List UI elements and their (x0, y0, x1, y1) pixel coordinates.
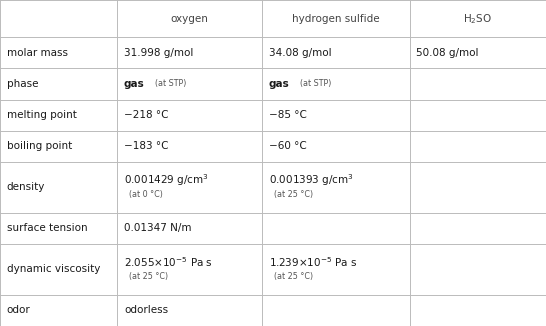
Text: 0.001393 g/cm$^3$: 0.001393 g/cm$^3$ (269, 172, 353, 188)
Text: 31.998 g/mol: 31.998 g/mol (124, 48, 193, 58)
Text: odorless: odorless (124, 305, 168, 316)
Text: surface tension: surface tension (7, 223, 87, 233)
Text: molar mass: molar mass (7, 48, 68, 58)
Text: odor: odor (7, 305, 30, 316)
Text: 34.08 g/mol: 34.08 g/mol (269, 48, 331, 58)
Text: phase: phase (7, 79, 38, 89)
Text: gas: gas (269, 79, 289, 89)
Text: (at STP): (at STP) (155, 80, 187, 88)
Text: density: density (7, 182, 45, 192)
Text: H$_2$SO: H$_2$SO (463, 12, 492, 25)
Text: 50.08 g/mol: 50.08 g/mol (416, 48, 478, 58)
Text: −183 °C: −183 °C (124, 141, 169, 151)
Text: (at 0 °C): (at 0 °C) (129, 190, 163, 199)
Text: melting point: melting point (7, 110, 76, 120)
Text: −85 °C: −85 °C (269, 110, 306, 120)
Text: dynamic viscosity: dynamic viscosity (7, 264, 100, 274)
Text: −60 °C: −60 °C (269, 141, 306, 151)
Text: 0.01347 N/m: 0.01347 N/m (124, 223, 192, 233)
Text: −218 °C: −218 °C (124, 110, 169, 120)
Text: hydrogen sulfide: hydrogen sulfide (292, 14, 379, 23)
Text: (at 25 °C): (at 25 °C) (274, 190, 313, 199)
Text: gas: gas (124, 79, 145, 89)
Text: boiling point: boiling point (7, 141, 72, 151)
Text: oxygen: oxygen (171, 14, 209, 23)
Text: 2.055$\times$10$^{-5}$ Pa s: 2.055$\times$10$^{-5}$ Pa s (124, 255, 213, 269)
Text: 1.239$\times$10$^{-5}$ Pa s: 1.239$\times$10$^{-5}$ Pa s (269, 255, 357, 269)
Text: 0.001429 g/cm$^3$: 0.001429 g/cm$^3$ (124, 172, 209, 188)
Text: (at 25 °C): (at 25 °C) (129, 272, 169, 281)
Text: (at STP): (at STP) (300, 80, 331, 88)
Text: (at 25 °C): (at 25 °C) (274, 272, 313, 281)
